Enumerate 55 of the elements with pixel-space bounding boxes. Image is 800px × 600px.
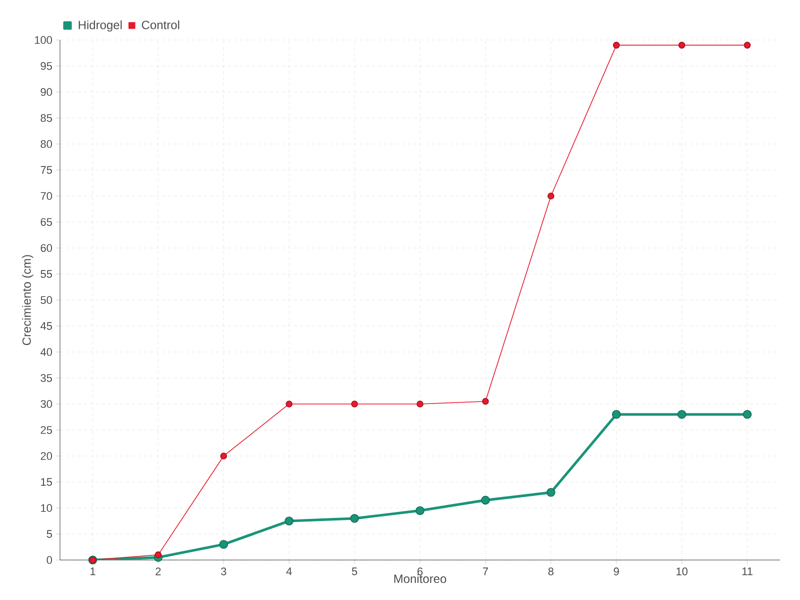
y-tick-label: 90: [40, 88, 52, 96]
x-tick-label: 9: [614, 568, 619, 576]
point: [742, 410, 752, 419]
point: [220, 452, 228, 460]
x-tick-label: 5: [352, 568, 358, 576]
x-tick-label: 8: [548, 568, 554, 576]
point: [481, 496, 490, 505]
point: [482, 398, 489, 405]
y-tick-label: 85: [40, 114, 52, 122]
point: [284, 516, 294, 526]
y-tick-label: 95: [40, 62, 52, 70]
point: [744, 42, 751, 49]
y-tick-label: 75: [40, 166, 52, 174]
legend-label: Control: [142, 20, 180, 30]
y-tick-label: 45: [40, 322, 52, 330]
point: [350, 514, 359, 523]
x-tick-label: 3: [221, 568, 226, 576]
y-tick-label: 5: [46, 530, 52, 538]
y-tick-label: 20: [40, 452, 52, 460]
x-tick-label: 11: [742, 568, 752, 576]
y-tick-label: 50: [40, 296, 52, 304]
point: [219, 540, 228, 549]
x-tick-label: 1: [90, 568, 96, 576]
point: [154, 551, 162, 558]
x-tick-label: 7: [482, 568, 488, 576]
y-tick-label: 25: [40, 426, 52, 434]
x-tick-label: 6: [418, 568, 423, 576]
y-tick-label: 35: [40, 374, 52, 382]
y-tick-label: 0: [46, 556, 52, 564]
point: [548, 192, 554, 200]
x-axis-title: Monitoreo: [394, 574, 446, 583]
y-tick-label: 30: [40, 400, 52, 408]
y-axis-title: Crecimiento (cm): [22, 255, 34, 346]
point: [612, 42, 620, 49]
x-tick-label: 10: [676, 568, 688, 576]
y-tick-label: 40: [40, 348, 52, 356]
point: [416, 400, 424, 408]
x-tick-label: 2: [156, 568, 161, 576]
point: [351, 400, 358, 408]
point: [678, 42, 686, 49]
point: [546, 488, 556, 497]
y-tick-label: 60: [40, 244, 52, 252]
y-tick-label: 100: [34, 36, 52, 44]
y-tick-label: 10: [41, 504, 52, 512]
point: [286, 400, 292, 408]
point: [612, 410, 621, 419]
y-tick-label: 80: [40, 140, 52, 148]
legend-label: Hidrogel: [78, 20, 122, 32]
y-tick-label: 55: [40, 270, 52, 278]
y-tick-label: 70: [40, 192, 52, 200]
y-tick-label: 65: [40, 218, 52, 226]
x-tick-label: 4: [286, 568, 292, 576]
point: [416, 506, 424, 515]
point: [677, 410, 686, 419]
y-tick-label: 15: [41, 478, 52, 486]
